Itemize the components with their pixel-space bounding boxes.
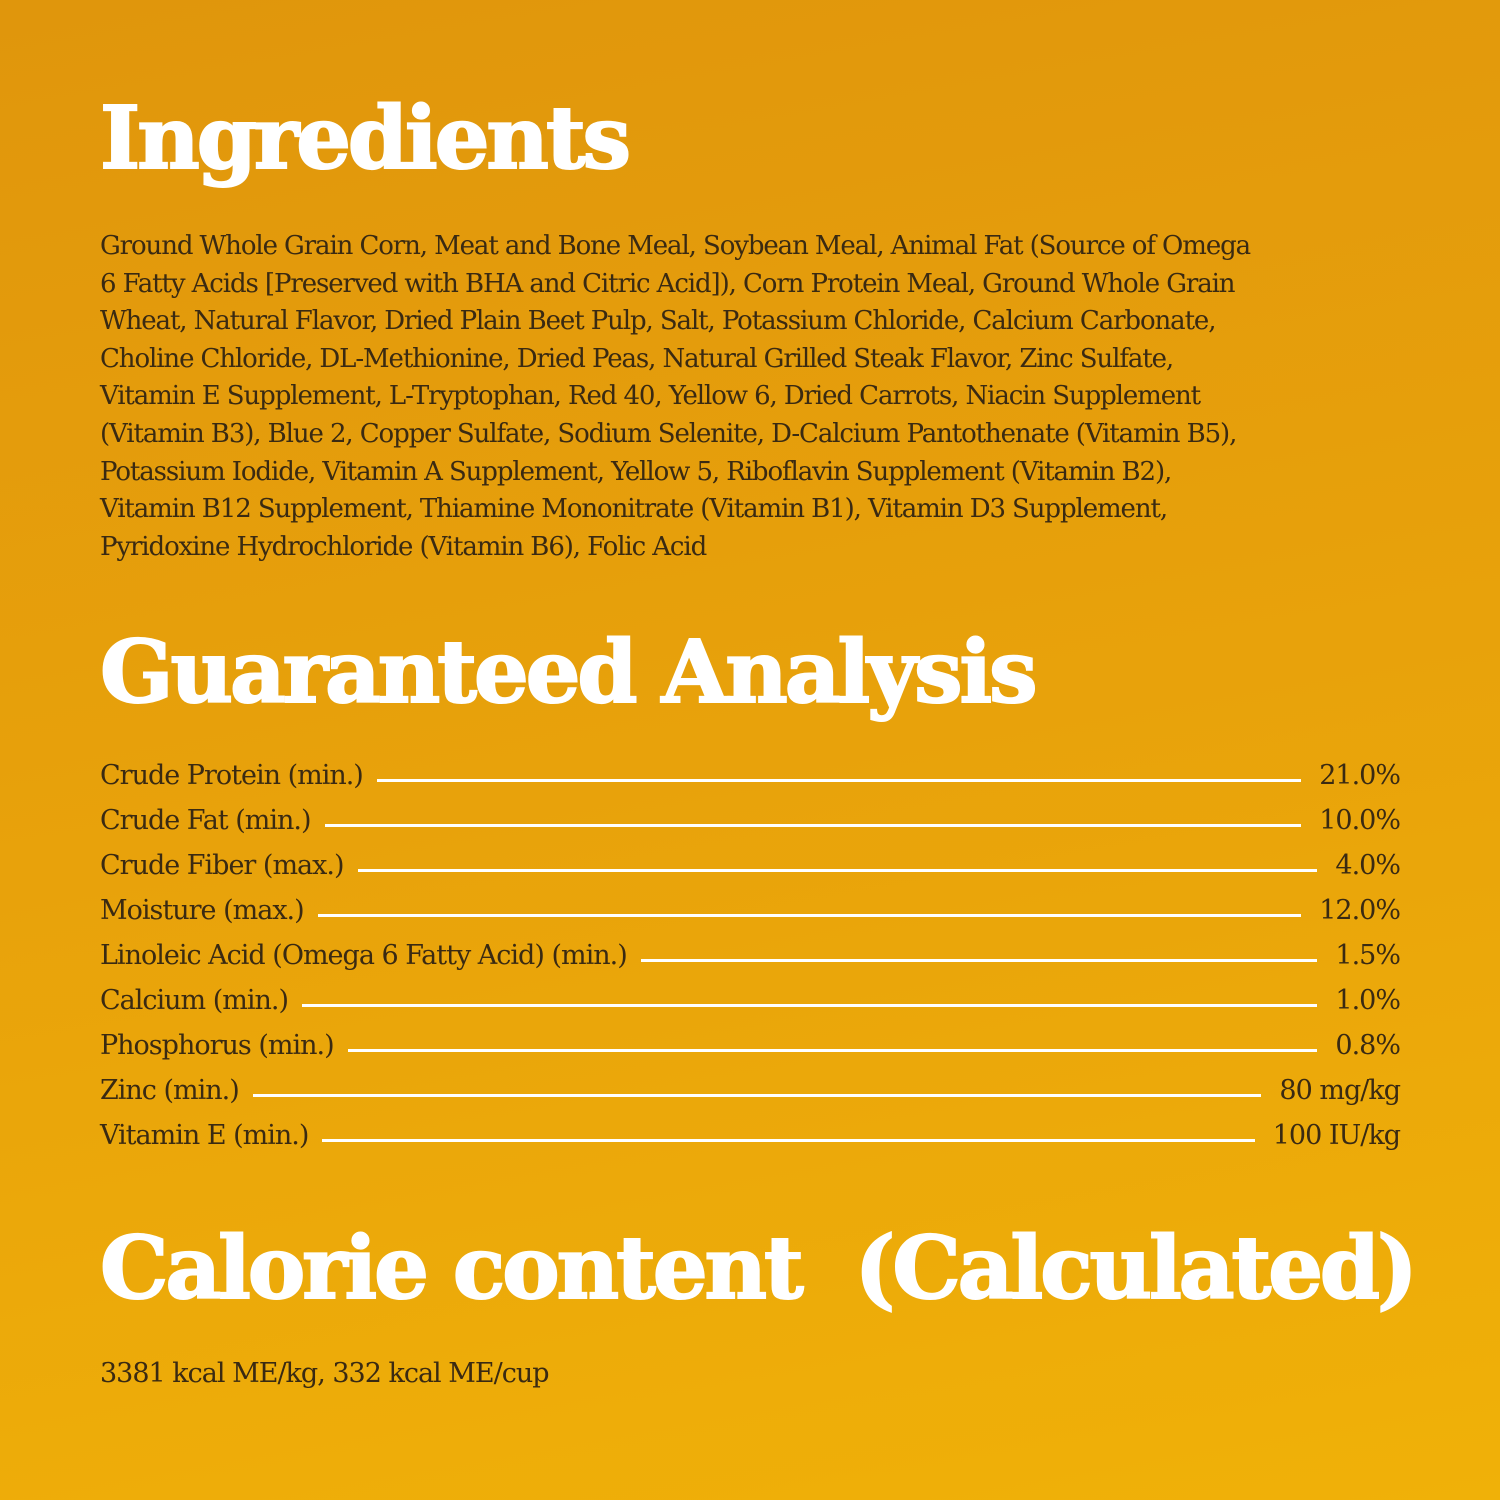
analysis-row: Vitamin E (min.) 100 IU/kg bbox=[100, 1120, 1401, 1165]
leader-line bbox=[317, 914, 1302, 917]
nutrient-value: 80 mg/kg bbox=[1279, 1075, 1401, 1106]
nutrient-label: Phosphorus (min.) bbox=[100, 1030, 335, 1061]
leader-line bbox=[322, 1139, 1255, 1142]
ingredients-line: Pyridoxine Hydrochloride (Vitamin B6), F… bbox=[100, 531, 707, 562]
ingredients-line: 6 Fatty Acids [Preserved with BHA and Ci… bbox=[100, 268, 1236, 299]
nutrient-value: 4.0% bbox=[1335, 850, 1401, 881]
nutrient-value: 0.8% bbox=[1335, 1030, 1401, 1061]
ingredients-line: Wheat, Natural Flavor, Dried Plain Beet … bbox=[100, 306, 1216, 337]
ingredients-line: Potassium Iodide, Vitamin A Supplement, … bbox=[100, 456, 1172, 487]
nutrient-label: Moisture (max.) bbox=[100, 895, 305, 926]
analysis-row: Crude Fat (min.) 10.0% bbox=[100, 805, 1401, 850]
nutrient-value: 1.0% bbox=[1335, 985, 1401, 1016]
leader-line bbox=[347, 1049, 1318, 1052]
leader-line bbox=[252, 1094, 1262, 1097]
leader-line bbox=[640, 959, 1318, 962]
nutrient-value: 1.5% bbox=[1335, 940, 1401, 971]
nutrient-value: 100 IU/kg bbox=[1272, 1120, 1401, 1151]
ingredients-line: (Vitamin B3), Blue 2, Copper Sulfate, So… bbox=[100, 418, 1237, 449]
nutrient-label: Calcium (min.) bbox=[100, 985, 289, 1016]
analysis-row: Crude Protein (min.) 21.0% bbox=[100, 760, 1401, 805]
nutrient-value: 21.0% bbox=[1319, 760, 1401, 791]
analysis-row: Calcium (min.) 1.0% bbox=[100, 985, 1401, 1030]
nutrient-label: Vitamin E (min.) bbox=[100, 1120, 309, 1151]
leader-line bbox=[324, 824, 1302, 827]
ingredients-list: Ground Whole Grain Corn, Meat and Bone M… bbox=[100, 228, 1420, 566]
analysis-row: Zinc (min.) 80 mg/kg bbox=[100, 1075, 1401, 1120]
ingredients-heading: Ingredients bbox=[99, 88, 632, 189]
nutrient-label: Zinc (min.) bbox=[100, 1075, 240, 1106]
ingredients-line: Ground Whole Grain Corn, Meat and Bone M… bbox=[100, 231, 1251, 261]
ingredients-line: Choline Chloride, DL-Methionine, Dried P… bbox=[100, 343, 1174, 374]
analysis-row: Phosphorus (min.) 0.8% bbox=[100, 1030, 1401, 1075]
calorie-value: 3381 kcal ME/kg, 332 kcal ME/cup bbox=[100, 1358, 550, 1389]
ingredients-line: Vitamin B12 Supplement, Thiamine Mononit… bbox=[100, 494, 1168, 525]
leader-line bbox=[302, 1004, 1318, 1007]
nutrient-value: 12.0% bbox=[1319, 895, 1401, 926]
leader-line bbox=[376, 779, 1302, 782]
nutrient-label: Crude Fiber (max.) bbox=[100, 850, 344, 881]
analysis-table: Crude Protein (min.) 21.0% Crude Fat (min.… bbox=[100, 760, 1401, 1165]
ingredients-line: Vitamin E Supplement, L-Tryptophan, Red … bbox=[100, 381, 1201, 412]
nutrient-label: Crude Protein (min.) bbox=[100, 760, 364, 791]
nutrient-label: Linoleic Acid (Omega 6 Fatty Acid) (min.… bbox=[100, 940, 628, 971]
leader-line bbox=[357, 869, 1318, 872]
guaranteed-analysis-heading: Guaranteed Analysis bbox=[99, 622, 1039, 723]
calorie-heading: Calorie content (Calculated) bbox=[99, 1218, 1419, 1319]
analysis-row: Linoleic Acid (Omega 6 Fatty Acid) (min.… bbox=[100, 940, 1401, 985]
analysis-row: Moisture (max.) 12.0% bbox=[100, 895, 1401, 940]
nutrient-label: Crude Fat (min.) bbox=[100, 805, 312, 836]
analysis-row: Crude Fiber (max.) 4.0% bbox=[100, 850, 1401, 895]
nutrient-value: 10.0% bbox=[1319, 805, 1401, 836]
